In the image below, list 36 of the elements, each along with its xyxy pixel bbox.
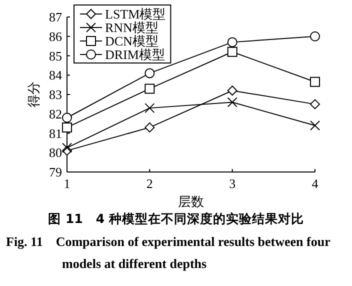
point	[227, 86, 238, 96]
y-axis-title: 得分	[26, 82, 41, 108]
point	[144, 122, 155, 132]
point	[310, 99, 320, 110]
point	[227, 46, 238, 57]
y-tick-label: 85	[49, 48, 62, 64]
y-tick-label: 87	[49, 10, 62, 24]
y-tick-label: 82	[49, 106, 62, 122]
y-tick-label: 83	[49, 87, 62, 102]
x-axis-title: 层数	[178, 194, 204, 209]
y-tick-label: 86	[49, 28, 62, 44]
point	[310, 120, 320, 130]
point	[144, 84, 155, 94]
legend-label: RNN模型	[105, 20, 158, 35]
point	[227, 97, 238, 108]
x-tick-label: 2	[146, 176, 153, 191]
point	[227, 37, 238, 48]
point	[310, 31, 320, 42]
y-tick-label: 81	[49, 126, 62, 141]
point	[62, 112, 72, 123]
point	[62, 122, 72, 132]
point	[144, 68, 155, 78]
point	[144, 103, 155, 114]
legend-label: DRIM模型	[105, 47, 165, 62]
x-tick-label: 3	[229, 176, 236, 191]
point	[62, 142, 72, 153]
x-tick-label: 4	[312, 176, 319, 191]
point	[310, 76, 320, 87]
x-tick-label: 1	[64, 176, 70, 191]
caption: 图 11 4 种模型在不同深度的实验结果对比	[48, 211, 304, 226]
caption: Fig. 11 Comparison of experimental results between four models at different depths	[6, 234, 330, 271]
y-tick-label: 80	[49, 145, 62, 160]
legend-label: LSTM模型	[105, 6, 166, 22]
y-tick-label: 79	[49, 164, 62, 180]
y-tick-label: 84	[49, 68, 62, 83]
legend-label: DCN模型	[105, 34, 158, 48]
